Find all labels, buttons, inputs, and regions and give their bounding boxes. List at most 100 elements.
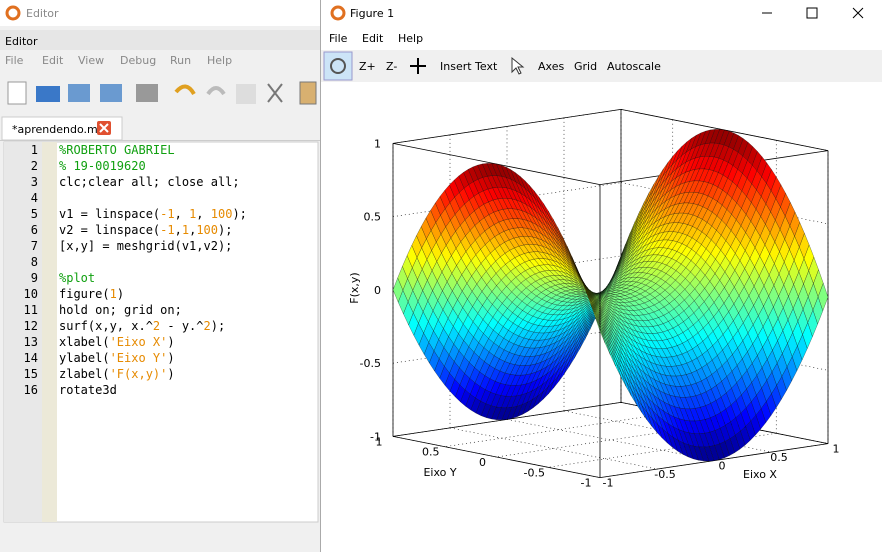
code-token: 'F(x,y)' <box>110 367 168 381</box>
toolbar-button[interactable]: Autoscale <box>607 60 661 73</box>
panel-bar <box>0 30 320 50</box>
line-number: 15 <box>24 367 38 381</box>
code-token: ylabel( <box>59 351 110 365</box>
code-token: surf(x,y, x.^ <box>59 319 153 333</box>
code-token: 100 <box>211 207 233 221</box>
x-tick-label: 0 <box>719 460 726 473</box>
y-tick-label: 1 <box>376 435 383 448</box>
code-line: ylabel('Eixo Y') <box>59 351 175 365</box>
line-number: 10 <box>24 287 38 301</box>
z-tick-label: 1 <box>374 137 381 150</box>
code-token: hold on; grid on; <box>59 303 182 317</box>
code-token: v2 = linspace( <box>59 223 160 237</box>
code-token: ); <box>232 207 246 221</box>
z-tick-label: 0.5 <box>364 211 382 224</box>
code-line: rotate3d <box>59 383 117 397</box>
toolbar-button[interactable]: Insert Text <box>440 60 498 73</box>
code-token: rotate3d <box>59 383 117 397</box>
code-token: 1 <box>182 223 189 237</box>
figure-titlebar <box>321 0 882 26</box>
code-token: ) <box>167 367 174 381</box>
menu-item[interactable]: File <box>329 32 348 45</box>
code-token: 1 <box>110 287 117 301</box>
code-line: [x,y] = meshgrid(v1,v2); <box>59 239 232 253</box>
z-axis-label: F(x,y) <box>348 272 361 303</box>
code-token: clc;clear all; close all; <box>59 175 240 189</box>
menu-item[interactable]: Edit <box>42 54 64 67</box>
code-token: 'Eixo X' <box>110 335 168 349</box>
x-axis-label: Eixo X <box>743 468 777 481</box>
code-token: ); <box>218 223 232 237</box>
line-number: 3 <box>31 175 38 189</box>
code-line: surf(x,y, x.^2 - y.^2); <box>59 319 225 333</box>
line-number: 14 <box>24 351 38 365</box>
menu-item[interactable]: Run <box>170 54 191 67</box>
y-axis-label: Eixo Y <box>423 466 456 479</box>
code-token: , <box>175 207 189 221</box>
figure-title: Figure 1 <box>350 7 394 20</box>
toolbar-button[interactable]: Z- <box>386 60 397 73</box>
x-tick-label: -0.5 <box>654 468 675 481</box>
line-number: 11 <box>24 303 38 317</box>
code-token: 2 <box>204 319 211 333</box>
line-number: 5 <box>31 207 38 221</box>
code-line: %plot <box>59 271 95 285</box>
toolbar-button[interactable]: Z+ <box>359 60 376 73</box>
code-token: -1 <box>160 207 174 221</box>
toolbar-button[interactable]: Grid <box>574 60 597 73</box>
menu-item[interactable]: File <box>5 54 24 67</box>
line-number: 12 <box>24 319 38 333</box>
x-tick-label: -1 <box>603 477 614 490</box>
code-token: % 19-0019620 <box>59 159 146 173</box>
z-tick-label: -0.5 <box>360 357 381 370</box>
menu-item[interactable]: Edit <box>362 32 384 45</box>
code-token: 1 <box>189 207 196 221</box>
y-tick-label: 0 <box>479 456 486 469</box>
code-token: %ROBERTO GABRIEL <box>59 143 175 157</box>
code-token: xlabel( <box>59 335 110 349</box>
code-token: , <box>189 223 196 237</box>
y-tick-label: -0.5 <box>524 466 545 479</box>
menu-item[interactable]: Help <box>398 32 423 45</box>
code-token: ) <box>167 351 174 365</box>
x-tick-label: 0.5 <box>770 451 788 464</box>
code-token: [x,y] = meshgrid(v1,v2); <box>59 239 232 253</box>
file-tab-label: *aprendendo.m <box>12 123 98 136</box>
line-number: 6 <box>31 223 38 237</box>
z-tick-label: 0 <box>374 284 381 297</box>
line-number: 16 <box>24 383 38 397</box>
code-line: % 19-0019620 <box>59 159 146 173</box>
figure-toolbar <box>321 50 882 82</box>
code-token: zlabel( <box>59 367 110 381</box>
editor-title: Editor <box>26 7 59 20</box>
code-line: v2 = linspace(-1,1,100); <box>59 223 232 237</box>
code-line: hold on; grid on; <box>59 303 182 317</box>
code-token: 2 <box>153 319 160 333</box>
fold-margin <box>42 142 57 522</box>
line-number: 7 <box>31 239 38 253</box>
panel-label: Editor <box>5 35 38 48</box>
rotate-button[interactable] <box>324 52 352 80</box>
line-number: 4 <box>31 191 38 205</box>
code-token: 'Eixo Y' <box>110 351 168 365</box>
code-token: - y.^ <box>160 319 203 333</box>
toolbar-button[interactable]: Axes <box>538 60 564 73</box>
line-number: 1 <box>31 143 38 157</box>
divider <box>320 0 321 552</box>
code-line: clc;clear all; close all; <box>59 175 240 189</box>
code-line: v1 = linspace(-1, 1, 100); <box>59 207 247 221</box>
code-token: -1 <box>160 223 174 237</box>
code-token: , <box>196 207 210 221</box>
code-line: %ROBERTO GABRIEL <box>59 143 175 157</box>
code-token: , <box>175 223 182 237</box>
line-number: 8 <box>31 255 38 269</box>
menu-item[interactable]: Debug <box>120 54 156 67</box>
code-line: xlabel('Eixo X') <box>59 335 175 349</box>
code-token: ); <box>211 319 225 333</box>
menu-item[interactable]: Help <box>207 54 232 67</box>
code-line: figure(1) <box>59 287 124 301</box>
menu-item[interactable]: View <box>78 54 104 67</box>
y-tick-label: -1 <box>581 477 592 490</box>
code-token: figure( <box>59 287 110 301</box>
